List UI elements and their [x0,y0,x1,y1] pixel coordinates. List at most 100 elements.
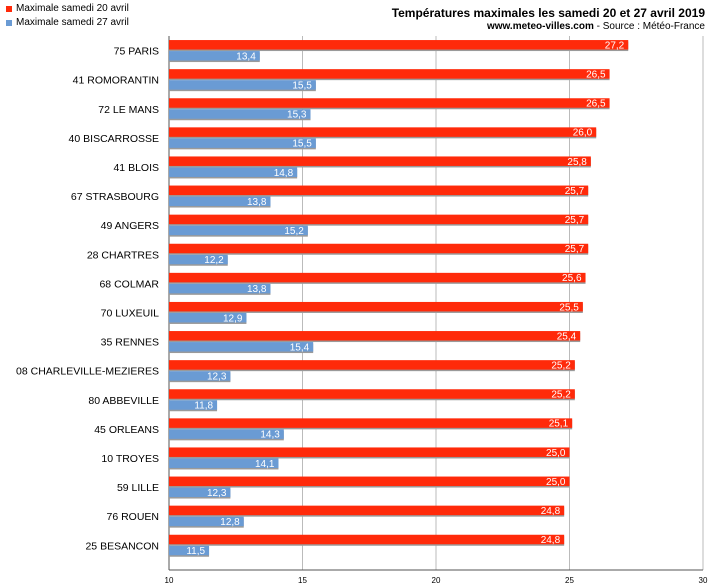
data-label: 25,5 [559,302,579,313]
bar-20-avril [169,243,589,254]
legend-label: Maximale samedi 20 avril [16,3,129,14]
bar-27-avril [169,80,316,90]
data-label: 25,2 [551,360,571,371]
category-label: 25 BESANCON [85,540,159,552]
data-label: 26,5 [586,69,606,80]
data-label: 12,2 [204,255,224,266]
category-label: 68 COLMAR [99,278,159,290]
data-label: 25,6 [562,273,582,284]
bar-27-avril [169,225,308,236]
category-label: 80 ABBEVILLE [88,395,159,407]
category-label: 67 STRASBOURG [71,191,159,203]
data-label: 25,7 [565,186,585,197]
bar-20-avril [169,301,583,312]
bar-27-avril [169,312,247,323]
data-label: 27,2 [605,40,625,51]
data-label: 25,7 [565,215,585,226]
data-label: 15,5 [292,139,312,150]
data-label: 11,8 [194,401,213,412]
bar-20-avril [169,534,565,545]
source-credit: - Source : Météo-France [593,21,705,32]
legend-item: Maximale samedi 20 avril [6,2,129,16]
data-label: 12,3 [207,488,227,499]
legend: Maximale samedi 20 avril Maximale samedi … [6,2,129,30]
x-tick-label: 10 [165,576,174,585]
bar-20-avril [169,389,575,399]
category-label: 45 ORLEANS [94,424,159,436]
category-label: 72 LE MANS [98,104,159,116]
data-label: 15,4 [290,342,310,353]
x-tick-label: 20 [432,576,441,585]
bar-20-avril [169,69,610,79]
bar-27-avril [169,371,231,381]
x-tick-label: 30 [699,576,708,585]
bar-27-avril [169,545,210,556]
bar-20-avril [169,98,610,108]
data-label: 14,1 [255,459,275,470]
data-label: 14,8 [274,168,294,179]
bar-20-avril [169,127,597,137]
bar-27-avril [169,138,316,148]
bar-20-avril [169,185,589,196]
title-block: Températures maximales les samedi 20 et … [392,6,705,33]
bar-27-avril [169,458,279,468]
bar-20-avril [169,272,586,283]
category-label: 28 CHARTRES [87,249,159,261]
category-label: 49 ANGERS [101,220,159,232]
category-label: 40 BISCARROSSE [69,133,159,145]
data-label: 15,2 [284,226,304,237]
bar-27-avril [169,109,311,119]
category-label: 08 CHARLEVILLE-MEZIERES [16,366,159,378]
data-label: 25,8 [567,157,587,168]
data-label: 25,4 [557,331,577,342]
bar-27-avril [169,167,298,177]
category-label: 70 LUXEUIL [101,307,160,319]
data-label: 25,2 [551,390,571,401]
bar-20-avril [169,360,575,370]
x-tick-label: 25 [565,576,574,585]
data-label: 12,9 [223,313,243,324]
chart-subtitle: www.meteo-villes.com - Source : Météo-Fr… [392,20,705,33]
category-label: 75 PARIS [114,46,159,58]
bar-27-avril [169,429,284,439]
category-label: 76 ROUEN [106,511,159,523]
data-label: 13,8 [247,197,267,208]
x-tick-label: 15 [298,576,307,585]
data-label: 25,7 [565,244,585,255]
category-label: 35 RENNES [101,337,159,349]
data-label: 25,0 [546,448,566,459]
data-label: 26,5 [586,99,606,110]
bar-27-avril [169,400,218,410]
bar-20-avril [169,476,570,487]
data-label: 25,1 [549,419,569,430]
data-label: 13,8 [247,284,267,295]
legend-label: Maximale samedi 27 avril [16,17,129,28]
bar-20-avril [169,331,581,341]
bar-27-avril [169,283,271,294]
bar-27-avril [169,196,271,207]
bar-27-avril [169,487,231,498]
data-label: 26,0 [573,128,593,139]
data-label: 24,8 [541,535,561,546]
data-label: 14,3 [260,430,280,441]
data-label: 25,0 [546,477,566,488]
bar-20-avril [169,40,629,50]
category-label: 41 BLOIS [113,162,159,174]
category-label: 10 TROYES [101,453,159,465]
chart-title: Températures maximales les samedi 20 et … [391,6,705,20]
category-label: 41 ROMORANTIN [73,75,159,87]
bar-20-avril [169,505,565,516]
data-label: 11,5 [186,546,205,557]
data-label: 13,4 [236,51,256,62]
bar-20-avril [169,156,591,166]
bar-20-avril [169,447,570,457]
site-url: www.meteo-villes.com [486,21,594,32]
data-label: 12,8 [220,517,240,528]
bar-27-avril [169,51,260,61]
bar-20-avril [169,418,573,428]
bar-27-avril [169,342,314,352]
bar-20-avril [169,214,589,225]
bar-27-avril [169,516,244,527]
data-label: 24,8 [541,506,561,517]
